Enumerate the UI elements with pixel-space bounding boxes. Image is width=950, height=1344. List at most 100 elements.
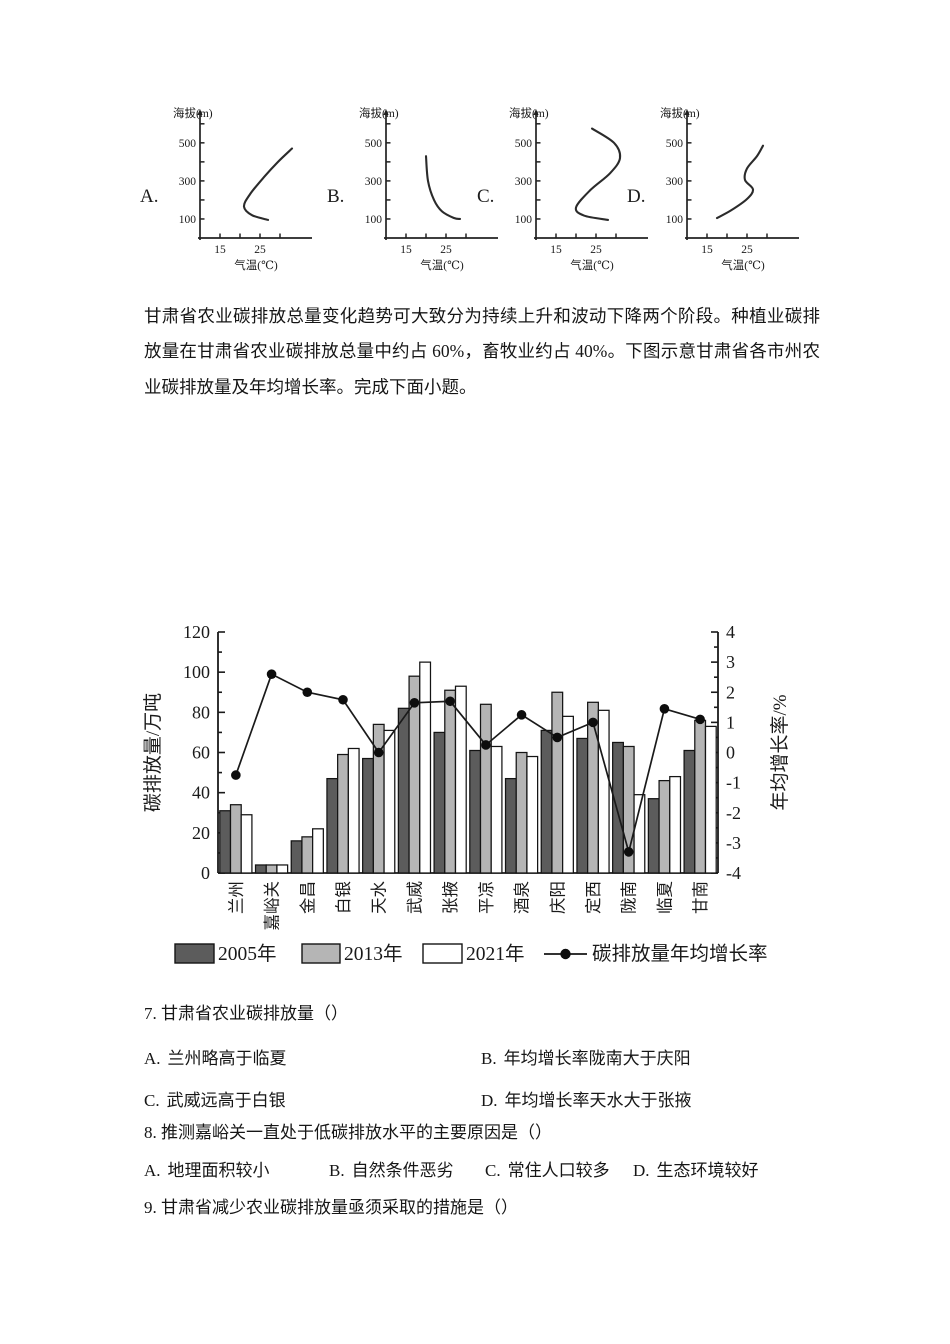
option-text: 生态环境较好 [656,1161,759,1180]
svg-text:武威: 武威 [405,881,424,914]
svg-text:0: 0 [201,863,210,883]
profile-option-d: D. 100 300 500 15 25 海拔(m) 气温(℃) [627,106,800,276]
option-text: 地理面积较小 [167,1161,270,1180]
svg-text:15: 15 [401,244,413,256]
svg-text:2: 2 [726,682,735,702]
svg-text:2021年: 2021年 [466,943,525,965]
question-8-option-a: A. 地理面积较小 [144,1159,270,1183]
svg-text:0: 0 [726,743,735,763]
svg-text:60: 60 [192,743,210,763]
svg-text:20: 20 [192,823,210,843]
svg-text:300: 300 [179,176,197,188]
svg-text:天水: 天水 [370,881,389,915]
question-8-stem: 8. 推测嘉峪关一直处于低碳排放水平的主要原因是（） [144,1121,850,1145]
svg-text:金昌: 金昌 [298,881,317,914]
profile-option-a-label: A. [140,186,159,207]
svg-text:300: 300 [515,176,533,188]
elevation-temperature-graph-b: 100 300 500 15 25 海拔(m) 气温(℃) [359,106,499,272]
svg-text:25: 25 [255,244,267,256]
question-9-stem: 9. 甘肃省减少农业碳排放量亟须采取的措施是（） [144,1196,850,1220]
svg-text:80: 80 [192,702,210,722]
question-8-option-c: C. 常住人口较多 [485,1159,610,1183]
question-7-stem: 7. 甘肃省农业碳排放量（） [144,1002,850,1026]
question-7-option-b: B. 年均增长率陇南大于庆阳 [481,1047,691,1071]
option-text: 兰州略高于临夏 [167,1049,287,1068]
svg-text:白银: 白银 [334,881,353,914]
svg-text:15: 15 [702,244,714,256]
svg-text:兰州: 兰州 [227,881,246,914]
svg-text:25: 25 [742,244,754,256]
option-label: B. [329,1161,345,1180]
profile-option-c-label: C. [477,186,495,207]
svg-text:张掖: 张掖 [441,881,460,914]
svg-text:500: 500 [515,138,533,150]
svg-text:嘉峪关: 嘉峪关 [263,881,282,931]
question-9-number: 9. [144,1198,157,1217]
svg-text:500: 500 [666,138,684,150]
option-text: 武威远高于白银 [166,1091,286,1110]
option-label: D. [481,1091,498,1110]
svg-text:100: 100 [666,214,684,226]
option-label: D. [633,1161,650,1180]
svg-text:4: 4 [726,622,735,642]
profile-option-d-label: D. [627,186,646,207]
question-9-text: 甘肃省减少农业碳排放量亟须采取的措施是（） [161,1198,518,1217]
profile-option-b: B. 100 300 500 15 25 海拔(m) 气温(℃) [327,106,499,276]
option-text: 年均增长率陇南大于庆阳 [503,1049,691,1068]
question-7-text: 甘肃省农业碳排放量（） [161,1004,348,1023]
svg-text:300: 300 [365,176,383,188]
svg-text:100: 100 [183,662,210,682]
svg-text:40: 40 [192,783,210,803]
svg-text:海拔(m): 海拔(m) [359,106,399,120]
profile-option-c: C. 100 300 500 15 25 海拔(m) 气温(℃) [477,106,649,276]
question-8-option-b: B. 自然条件恶劣 [329,1159,454,1183]
svg-text:庆阳: 庆阳 [548,881,567,914]
svg-text:定西: 定西 [584,881,603,914]
option-text: 常住人口较多 [507,1161,610,1180]
svg-text:100: 100 [179,214,197,226]
svg-text:-2: -2 [726,803,741,823]
option-text: 年均增长率天水大于张掖 [504,1091,692,1110]
svg-text:陇南: 陇南 [620,881,639,914]
svg-text:气温(℃): 气温(℃) [421,258,465,272]
elevation-temperature-graph-a: 100 300 500 15 25 海拔(m) 气温(℃) [173,106,313,272]
svg-text:年均增长率/%: 年均增长率/% [769,694,791,810]
svg-text:500: 500 [179,138,197,150]
svg-text:碳排放量/万吨: 碳排放量/万吨 [142,693,164,812]
svg-text:100: 100 [515,214,533,226]
question-7-number: 7. [144,1004,157,1023]
svg-text:120: 120 [183,622,210,642]
svg-text:气温(℃): 气温(℃) [722,258,766,272]
svg-text:25: 25 [441,244,453,256]
svg-text:2005年: 2005年 [218,943,277,965]
profile-option-b-label: B. [327,186,345,207]
question-7-option-d: D. 年均增长率天水大于张掖 [481,1089,692,1113]
svg-text:500: 500 [365,138,383,150]
option-label: B. [481,1049,497,1068]
svg-text:气温(℃): 气温(℃) [235,258,279,272]
svg-text:300: 300 [666,176,684,188]
option-label: C. [485,1161,501,1180]
svg-text:100: 100 [365,214,383,226]
svg-text:气温(℃): 气温(℃) [571,258,615,272]
svg-text:15: 15 [215,244,227,256]
question-7-option-c: C. 武威远高于白银 [144,1089,286,1113]
svg-text:甘南: 甘南 [691,881,710,914]
option-text: 自然条件恶劣 [351,1161,454,1180]
svg-text:-4: -4 [726,863,741,883]
svg-text:15: 15 [551,244,563,256]
elevation-temperature-graph-c: 100 300 500 15 25 海拔(m) 气温(℃) [509,106,649,272]
svg-text:25: 25 [591,244,603,256]
svg-text:1: 1 [726,712,735,732]
option-label: A. [144,1049,161,1068]
svg-text:海拔(m): 海拔(m) [173,106,213,120]
profile-option-a: A. 100 300 500 15 25 海拔(m) 气温(℃) [140,106,313,276]
svg-text:酒泉: 酒泉 [513,881,532,914]
svg-text:2013年: 2013年 [344,943,403,965]
elevation-temperature-graph-d: 100 300 500 15 25 海拔(m) 气温(℃) [660,106,800,272]
svg-text:海拔(m): 海拔(m) [660,106,700,120]
question-8-option-d: D. 生态环境较好 [633,1159,759,1183]
question-7-option-a: A. 兰州略高于临夏 [144,1047,287,1071]
svg-text:碳排放量年均增长率: 碳排放量年均增长率 [592,943,768,965]
